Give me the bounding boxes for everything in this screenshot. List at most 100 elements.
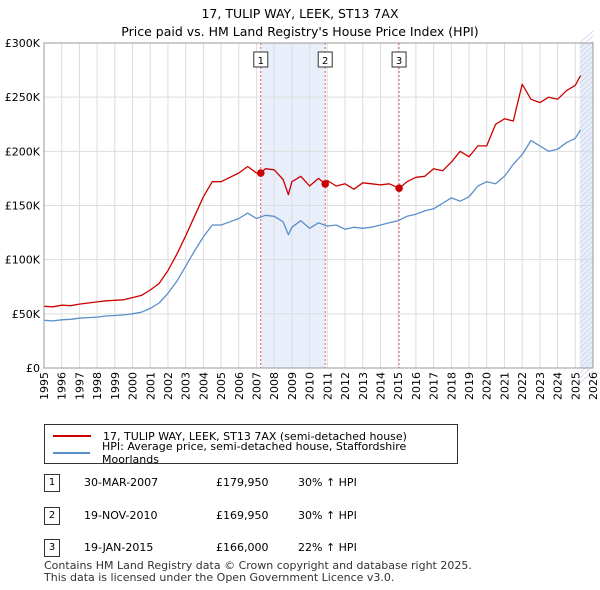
hatch-line: [579, 160, 594, 174]
hatch-line: [579, 105, 594, 119]
x-tick-label: 2020: [481, 372, 494, 400]
hatch-line: [579, 325, 594, 339]
hatch-line: [579, 310, 594, 324]
hatch-line: [579, 290, 594, 304]
sale-point: [321, 180, 330, 188]
legend-line-hpi: [53, 452, 90, 454]
sale-row-3: 3 19-JAN-2015 £166,000 22% ↑ HPI: [44, 538, 464, 558]
x-tick-label: 1995: [38, 372, 51, 400]
hatch-line: [579, 145, 594, 159]
sale-hpi-change: 22% ↑ HPI: [298, 541, 357, 554]
hatch-line: [579, 95, 594, 109]
sale-marker-label: 1: [258, 56, 264, 67]
hatch-line: [579, 300, 594, 314]
plot-frame: [43, 42, 594, 369]
hatch-line: [579, 280, 594, 294]
x-tick-label: 2007: [251, 372, 264, 400]
sale-price: £169,950: [216, 509, 269, 522]
sale-hpi-change: 30% ↑ HPI: [298, 476, 357, 489]
hatch-line: [579, 355, 594, 369]
sale-number-badge: 2: [44, 507, 60, 525]
x-tick-label: 2011: [321, 372, 334, 400]
x-tick-label: 2008: [268, 372, 281, 400]
hatch-line: [579, 50, 594, 64]
x-tick-label: 2005: [215, 372, 228, 400]
hatch-line: [579, 130, 594, 144]
x-tick-label: 2004: [197, 372, 210, 400]
sale-marker-box: [317, 51, 333, 68]
sale-date: 19-JAN-2015: [84, 541, 154, 554]
x-tick-label: 2000: [127, 372, 140, 400]
hatch-line: [579, 205, 594, 219]
hatch-line: [579, 340, 594, 354]
y-tick-label: £300K: [5, 37, 41, 50]
hatch-line: [579, 260, 594, 274]
hatch-line: [579, 165, 594, 179]
hatch-line: [579, 350, 594, 364]
hatch-line: [579, 125, 594, 139]
x-tick-label: 2013: [357, 372, 370, 400]
footer-line2: This data is licensed under the Open Gov…: [44, 571, 395, 584]
hatch-line: [579, 275, 594, 289]
x-tick-label: 2018: [445, 372, 458, 400]
legend-label-property: 17, TULIP WAY, LEEK, ST13 7AX (semi-deta…: [103, 429, 407, 443]
sale-row-2: 2 19-NOV-2010 £169,950 30% ↑ HPI: [44, 506, 464, 526]
hatch-line: [579, 85, 594, 99]
x-tick-label: 2026: [587, 372, 600, 400]
hatch-line: [579, 150, 594, 164]
hatch-line: [579, 315, 594, 329]
price-chart: 1 2 3 £0 £50K £100K £150K £200K £250K £300K 1995 19…: [5, 30, 600, 400]
hatch-line: [579, 195, 594, 209]
sale-date: 19-NOV-2010: [84, 509, 158, 522]
hatch-line: [579, 240, 594, 254]
sale-marker-box: [391, 51, 407, 68]
y-tick-label: £200K: [5, 145, 41, 158]
x-tick-label: 2021: [498, 372, 511, 400]
y-tick-label: £250K: [5, 91, 41, 104]
x-tick-label: 2003: [180, 372, 193, 400]
hatch-line: [579, 55, 594, 69]
x-tick-label: 2006: [233, 372, 246, 400]
hatch-line: [579, 320, 594, 334]
x-tick-label: 1996: [56, 372, 69, 400]
hatch-line: [579, 70, 594, 84]
x-tick-label: 2015: [392, 372, 405, 400]
hatch-line: [579, 140, 594, 154]
hatch-line: [579, 225, 594, 239]
x-tick-label: 1997: [73, 372, 86, 400]
y-tick-label: £150K: [5, 200, 41, 213]
x-tick-label: 2024: [552, 372, 565, 400]
hatch-line: [579, 60, 594, 74]
chart-title-line2: Price paid vs. HM Land Registry's House …: [121, 24, 479, 39]
sale-marker-box: [253, 51, 269, 68]
sale-hpi-change: 30% ↑ HPI: [298, 509, 357, 522]
hatch-line: [579, 180, 594, 194]
sale-row-1: 1 30-MAR-2007 £179,950 30% ↑ HPI: [44, 473, 464, 493]
legend-item-property: 17, TULIP WAY, LEEK, ST13 7AX (semi-deta…: [53, 428, 407, 444]
hatch-line: [579, 65, 594, 79]
sale-point: [256, 169, 265, 177]
hatch-line: [579, 255, 594, 269]
sale-point: [395, 184, 403, 192]
hatch-line: [579, 175, 594, 189]
sale-price: £179,950: [216, 476, 269, 489]
hatch-line: [579, 110, 594, 124]
x-tick-label: 2019: [463, 372, 476, 400]
hatch-line: [579, 170, 594, 184]
sale-marker-label: 2: [322, 56, 328, 67]
hatch-line: [579, 215, 594, 229]
legend-item-hpi: HPI: Average price, semi-detached house,…: [53, 440, 457, 466]
y-tick-label: £50K: [12, 308, 41, 321]
x-tick-label: 2002: [162, 372, 175, 400]
hatch-line: [579, 185, 594, 199]
hpi-line: [43, 129, 582, 322]
footer-attribution: Contains HM Land Registry data © Crown c…: [44, 560, 472, 584]
chart-title-line1: 17, TULIP WAY, LEEK, ST13 7AX: [201, 6, 399, 21]
hatch-line: [579, 115, 594, 129]
y-tick-label: £0: [26, 362, 40, 375]
hatch-line: [579, 45, 594, 59]
hatch-line: [579, 210, 594, 224]
hatch-line: [579, 90, 594, 104]
hatch-line: [579, 100, 594, 114]
x-tick-label: 2014: [374, 372, 387, 400]
